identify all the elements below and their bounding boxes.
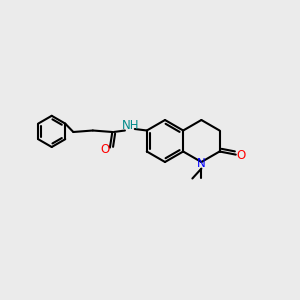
Text: N: N <box>197 157 206 170</box>
Text: O: O <box>101 142 110 156</box>
Text: O: O <box>236 149 246 162</box>
Text: NH: NH <box>122 118 139 132</box>
